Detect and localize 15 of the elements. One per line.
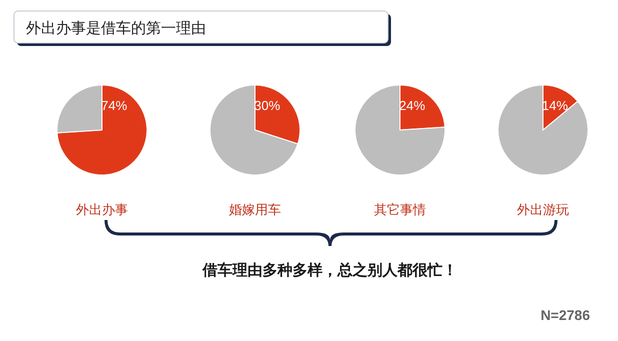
text: 外出游玩 [517, 202, 569, 217]
pie-slice [56, 84, 148, 176]
text: N=2786 [540, 307, 590, 323]
pie-slice [498, 84, 588, 176]
data-label: 74% [101, 98, 128, 113]
text: 其它事情 [374, 202, 426, 217]
data-label: 14% [542, 98, 568, 113]
data-label: 30% [254, 98, 281, 113]
text: 外出办事是借车的第一理由 [26, 20, 206, 37]
text: 外出办事 [76, 202, 128, 217]
text: 婚嫁用车 [229, 202, 281, 217]
pie-slice [210, 84, 298, 176]
text: 借车理由多种多样，总之别人都很忙！ [202, 261, 458, 279]
pie-slice [354, 84, 446, 176]
data-label: 24% [399, 98, 426, 113]
